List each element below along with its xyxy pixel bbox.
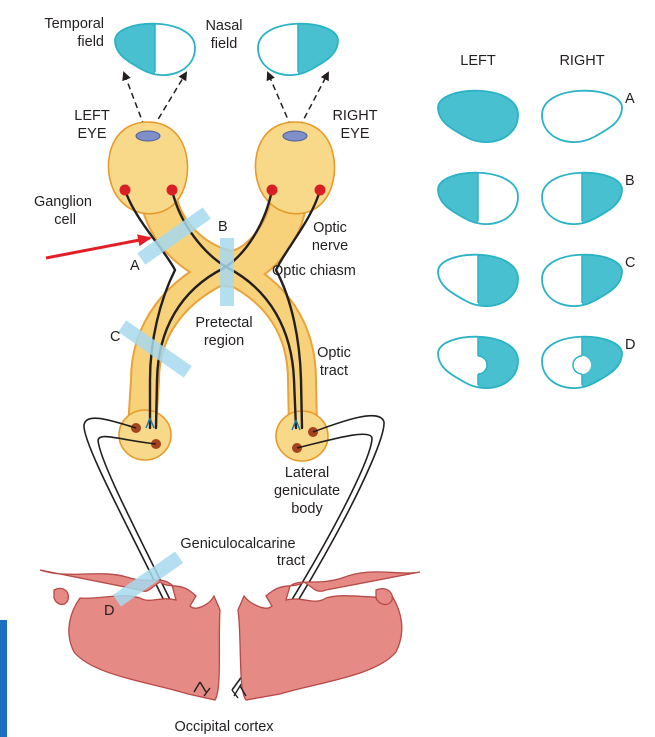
label-ganglion-cell: Ganglion <box>34 194 92 210</box>
diagram-labels: Temporal field Nasal field LEFT EYE RIGH… <box>34 16 378 735</box>
field-row-label-a: A <box>625 91 635 107</box>
label-right-eye: RIGHT <box>332 108 377 124</box>
label-nasal-field: Nasal <box>205 18 242 34</box>
field-row-label-d: D <box>625 337 635 353</box>
field-d-right <box>541 335 623 389</box>
label-pretectal-region: Pretectal <box>195 315 252 331</box>
field-rows: A B C D <box>437 89 635 389</box>
label-lesion-c: C <box>110 329 120 345</box>
label-right-eye-2: EYE <box>340 126 369 142</box>
edge-accent <box>0 620 7 737</box>
lesion-bar-c <box>118 320 192 378</box>
label-geniculocalcarine-tract: Geniculocalcarine <box>180 536 295 552</box>
column-header-left: LEFT <box>460 53 496 69</box>
field-c-left <box>437 253 519 307</box>
lesion-markers <box>112 207 234 607</box>
lateral-geniculate-body-left <box>118 409 172 461</box>
label-pretectal-region-2: region <box>204 333 244 349</box>
pointer-arrow <box>45 234 152 260</box>
label-lesion-a: A <box>130 258 140 274</box>
nasal-visual-field <box>257 22 339 76</box>
label-occipital-cortex: Occipital cortex <box>174 719 274 735</box>
label-optic-chiasm: Optic chiasm <box>272 263 356 279</box>
label-left-eye: LEFT <box>74 108 110 124</box>
column-header-right: RIGHT <box>559 53 604 69</box>
label-geniculocalcarine-tract-2: tract <box>277 553 305 569</box>
field-defects-table: LEFT RIGHT A B C D <box>437 53 635 389</box>
field-row-label-c: C <box>625 255 635 271</box>
label-lesion-d: D <box>104 603 114 619</box>
label-optic-nerve: Optic <box>313 220 347 236</box>
label-optic-tract: Optic <box>317 345 351 361</box>
field-row-label-b: B <box>625 173 635 189</box>
right-eye <box>254 121 336 215</box>
lesion-bar-b <box>220 238 234 306</box>
label-temporal-field: Temporal <box>44 16 104 32</box>
temporal-visual-field <box>114 22 196 76</box>
field-a-right <box>541 89 623 143</box>
field-a-left <box>437 89 519 143</box>
ganglion-cells <box>119 184 326 196</box>
field-b-left <box>437 171 519 225</box>
lesion-bar-a <box>137 207 211 265</box>
lesion-bar-d <box>112 551 184 607</box>
occipital-cortex <box>39 569 421 701</box>
field-c-right <box>541 253 623 307</box>
label-lateral-geniculate-body-2: geniculate <box>274 483 340 499</box>
label-lateral-geniculate-body-3: body <box>291 501 323 517</box>
label-optic-nerve-2: nerve <box>312 238 348 254</box>
label-temporal-field-2: field <box>77 34 104 50</box>
label-nasal-field-2: field <box>211 36 238 52</box>
label-left-eye-2: EYE <box>77 126 106 142</box>
field-b-right <box>541 171 623 225</box>
label-ganglion-cell-2: cell <box>54 212 76 228</box>
label-lesion-b: B <box>218 219 228 235</box>
label-optic-tract-2: tract <box>320 363 348 379</box>
label-lateral-geniculate-body: Lateral <box>285 465 329 481</box>
field-d-left <box>437 335 519 389</box>
